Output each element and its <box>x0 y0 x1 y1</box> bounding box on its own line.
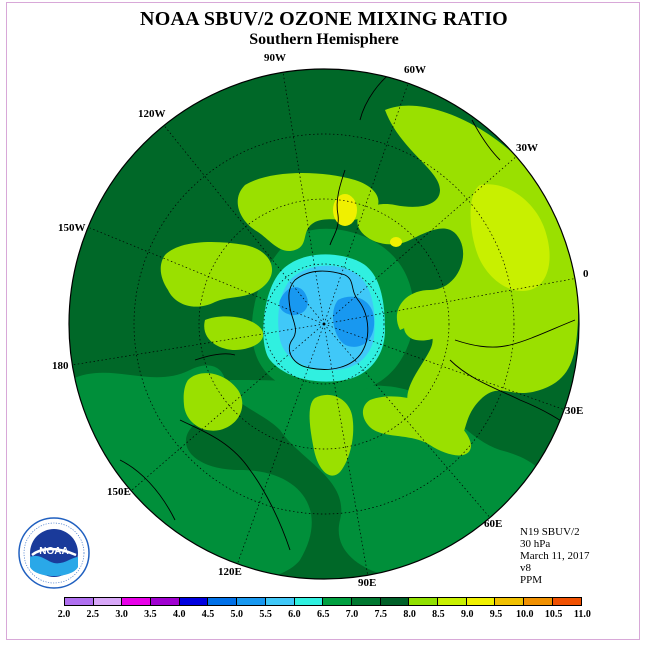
color-bar-swatch <box>437 598 467 605</box>
svg-text:NOAA: NOAA <box>39 546 68 557</box>
field-light-green-patch-a <box>470 184 550 291</box>
color-bar-swatch <box>524 598 553 605</box>
color-bar-swatch <box>552 598 582 605</box>
color-bar-swatch <box>380 598 410 605</box>
color-bar-swatch <box>65 598 94 605</box>
field-light-green-southeast <box>362 396 471 456</box>
color-bar-tick-label: 8.0 <box>403 609 416 620</box>
color-bar-tick-label: 2.0 <box>57 609 71 620</box>
info-units: PPM <box>520 574 543 586</box>
info-date: March 11, 2017 <box>520 550 590 562</box>
color-bar-swatch <box>179 598 209 605</box>
color-bar-tick-label: 5.0 <box>230 609 244 620</box>
color-bar-tick-label: 4.5 <box>201 609 215 620</box>
lon-label-60e: 60E <box>484 518 503 530</box>
field-blue-core-a <box>279 287 308 316</box>
color-bar-tick-label: 8.5 <box>432 609 445 620</box>
color-bar-swatch <box>495 598 524 605</box>
color-bar-swatch <box>323 598 352 605</box>
info-level: 30 hPa <box>520 538 551 550</box>
color-bar-tick-label: 7.0 <box>345 609 359 620</box>
color-bar-swatch <box>122 598 152 605</box>
color-bar-tick-label: 3.0 <box>115 609 128 620</box>
map-frame <box>6 2 640 640</box>
color-bar-swatch <box>351 598 381 605</box>
lon-label-150w: 150W <box>58 222 86 234</box>
lon-label-120e: 120E <box>218 566 242 578</box>
lon-label-90w: 90W <box>264 52 286 64</box>
color-bar-swatch <box>208 598 238 605</box>
lon-label-0: 0 <box>583 268 589 280</box>
field-light-green-midwest <box>204 316 264 350</box>
color-bar-tick-label: 10.0 <box>516 609 534 620</box>
color-bar-tick-label: 6.0 <box>288 609 301 620</box>
field-light-green-southwest <box>183 373 243 431</box>
lon-label-150e: 150E <box>107 486 131 498</box>
color-bar-tick-label: 9.0 <box>460 609 474 620</box>
lon-label-120w: 120W <box>138 108 166 120</box>
color-bar-tick-label: 3.5 <box>144 609 157 620</box>
color-bar-tick-label: 10.5 <box>544 609 563 620</box>
field-mid-green-south <box>228 380 548 579</box>
color-bar-tick-label: 7.5 <box>374 609 388 620</box>
map-title: NOAA SBUV/2 OZONE MIXING RATIO <box>140 8 508 30</box>
lon-label-30w: 30W <box>516 142 538 154</box>
map-subtitle: Southern Hemisphere <box>249 31 399 48</box>
color-bar-swatch <box>93 598 123 605</box>
color-bar-tick-label: 5.5 <box>259 609 272 620</box>
field-light-green-east <box>357 105 579 446</box>
color-bar-tick-label: 4.0 <box>172 609 186 620</box>
field-light-green-west <box>160 242 273 307</box>
color-bar-swatch <box>409 598 438 605</box>
map-border <box>68 68 580 580</box>
color-bar-tick-label: 2.5 <box>86 609 100 620</box>
noaa-logo: NOAA <box>18 517 90 589</box>
color-bar <box>64 597 583 606</box>
info-version: v8 <box>520 562 531 574</box>
lon-label-180: 180 <box>52 360 69 372</box>
field-light-green-north <box>237 173 379 251</box>
color-bar-swatch <box>466 598 496 605</box>
field-yellow-spot-a <box>333 194 357 226</box>
lon-label-60w: 60W <box>404 64 426 76</box>
color-bar-swatch <box>151 598 180 605</box>
color-bar-tick-label: 11.0 <box>573 609 591 620</box>
color-bar-tick-label: 9.5 <box>489 609 503 620</box>
info-block: N19 SBUV/2 30 hPa March 11, 2017 v8 PPM <box>520 526 590 586</box>
graticule <box>71 69 579 578</box>
field-light-green-east-inner <box>404 317 441 341</box>
lon-label-90e: 90E <box>358 577 377 589</box>
lon-label-30e: 30E <box>565 405 584 417</box>
color-bar-swatch <box>237 598 266 605</box>
info-satellite: N19 SBUV/2 <box>520 526 580 538</box>
field-yellow-spot-b <box>390 237 402 247</box>
color-bar-swatch <box>294 598 324 605</box>
field-light-green-south <box>309 394 354 476</box>
color-bar-tick-label: 6.5 <box>316 609 330 620</box>
color-bar-swatch <box>265 598 295 605</box>
